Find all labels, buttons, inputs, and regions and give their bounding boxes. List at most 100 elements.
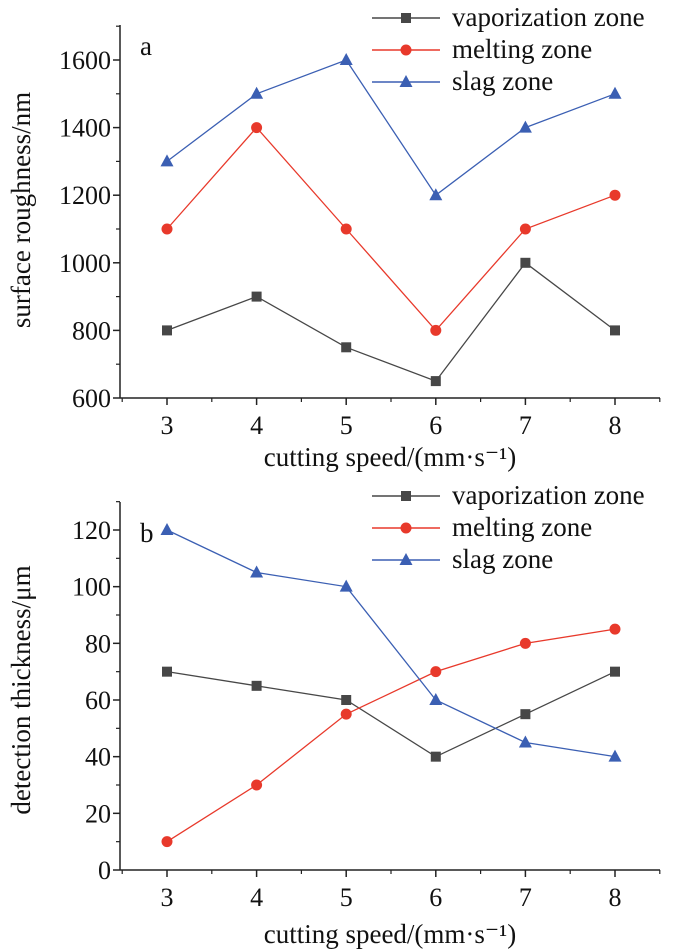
data-point [430, 751, 441, 762]
series-line [166, 126, 616, 332]
series-line [166, 59, 616, 197]
chart-panel-b: 0 20 40 60 80 100 120 3 4 5 6 7 8 cutting speed/(mm·s… [6, 480, 661, 949]
y-axis-title: detection thickness/μm [6, 565, 36, 814]
data-point [161, 836, 173, 848]
panel-label: a [140, 31, 152, 61]
legend-marker [400, 522, 412, 534]
y-tick-label: 1200 [59, 181, 111, 210]
data-point [610, 325, 620, 336]
y-tick-label: 100 [72, 573, 111, 602]
data-point [430, 324, 442, 336]
legend-item: melting zone [372, 512, 592, 542]
legend-marker [401, 13, 411, 23]
data-point [608, 86, 622, 99]
series-line [166, 261, 616, 382]
data-point [518, 735, 532, 748]
y-tick-label: 60 [85, 686, 111, 715]
y-tick-label: 40 [85, 743, 111, 772]
series-line [166, 671, 616, 758]
legend-label: vaporization zone [452, 2, 645, 32]
x-tick-label: 5 [340, 411, 353, 440]
y-tick-label: 0 [98, 856, 111, 885]
series-vaporization-zone [162, 257, 620, 387]
legend-label: slag zone [452, 66, 553, 96]
x-tick-label: 3 [161, 411, 174, 440]
series-line [166, 628, 616, 843]
x-tick-label: 8 [609, 411, 622, 440]
data-point [339, 579, 353, 592]
legend-item: vaporization zone [372, 2, 645, 32]
legend-label: melting zone [452, 34, 592, 64]
data-point [251, 291, 262, 302]
x-tick-label: 8 [609, 883, 622, 912]
y-tick-label: 1000 [59, 249, 111, 278]
data-point [251, 779, 263, 791]
x-tick-label: 7 [519, 411, 532, 440]
data-point [429, 188, 443, 201]
series-slag-zone [160, 53, 622, 201]
data-point [519, 223, 531, 235]
data-point [518, 120, 532, 133]
data-point [162, 666, 172, 677]
y-tick-label: 600 [72, 384, 111, 413]
x-tick-label: 5 [340, 883, 353, 912]
y-tick-label: 120 [72, 516, 111, 545]
series-slag-zone [160, 523, 622, 762]
data-point [608, 749, 622, 762]
panel-label: b [140, 518, 154, 548]
y-axis-title: surface roughness/nm [6, 92, 36, 328]
y-tick-label: 20 [85, 799, 111, 828]
legend-item: vaporization zone [372, 480, 645, 510]
data-point [340, 708, 352, 720]
legend-item: slag zone [372, 66, 553, 96]
data-point [520, 257, 531, 268]
data-point [251, 680, 262, 691]
data-point [430, 376, 441, 387]
x-axis-title: cutting speed/(mm·s⁻¹) [264, 919, 517, 949]
legend-item: slag zone [372, 544, 553, 574]
data-point [161, 223, 173, 235]
data-point [162, 325, 172, 336]
data-point [160, 523, 174, 535]
y-tick-label: 80 [85, 629, 111, 658]
legend-marker [399, 553, 413, 565]
y-tick-label: 800 [72, 316, 111, 345]
data-point [341, 695, 352, 705]
legend-item: melting zone [372, 34, 592, 64]
legend-marker [400, 44, 412, 56]
data-point [160, 154, 174, 167]
legend-label: vaporization zone [452, 480, 645, 510]
x-tick-label: 6 [429, 883, 442, 912]
data-point [250, 86, 264, 99]
x-axis-title: cutting speed/(mm·s⁻¹) [264, 442, 517, 472]
chart-panel-a: 600 800 1000 1200 1400 1600 3 4 5 6 7 8 cutting spee… [6, 2, 661, 472]
series-melting-zone [161, 122, 621, 336]
data-point [430, 666, 442, 678]
data-point [341, 342, 352, 353]
x-tick-label: 7 [519, 883, 532, 912]
legend-label: slag zone [452, 544, 553, 574]
data-point [520, 709, 531, 720]
data-point [609, 189, 621, 201]
data-point [250, 565, 264, 578]
y-tick-label: 1600 [59, 46, 111, 75]
y-tick-label: 1400 [59, 114, 111, 143]
x-tick-label: 6 [429, 411, 442, 440]
data-point [609, 623, 621, 635]
data-point [519, 637, 531, 649]
x-tick-label: 4 [250, 411, 263, 440]
x-tick-label: 3 [161, 883, 174, 912]
legend-label: melting zone [452, 512, 592, 542]
legend-marker [401, 491, 411, 501]
data-point [340, 223, 352, 235]
series-melting-zone [161, 623, 621, 848]
series-vaporization-zone [162, 666, 620, 762]
x-tick-label: 4 [250, 883, 263, 912]
series-line [166, 529, 616, 758]
data-point [251, 122, 263, 134]
legend-marker [399, 75, 413, 87]
data-point [339, 53, 353, 65]
data-point [610, 666, 620, 677]
data-point [429, 693, 443, 705]
